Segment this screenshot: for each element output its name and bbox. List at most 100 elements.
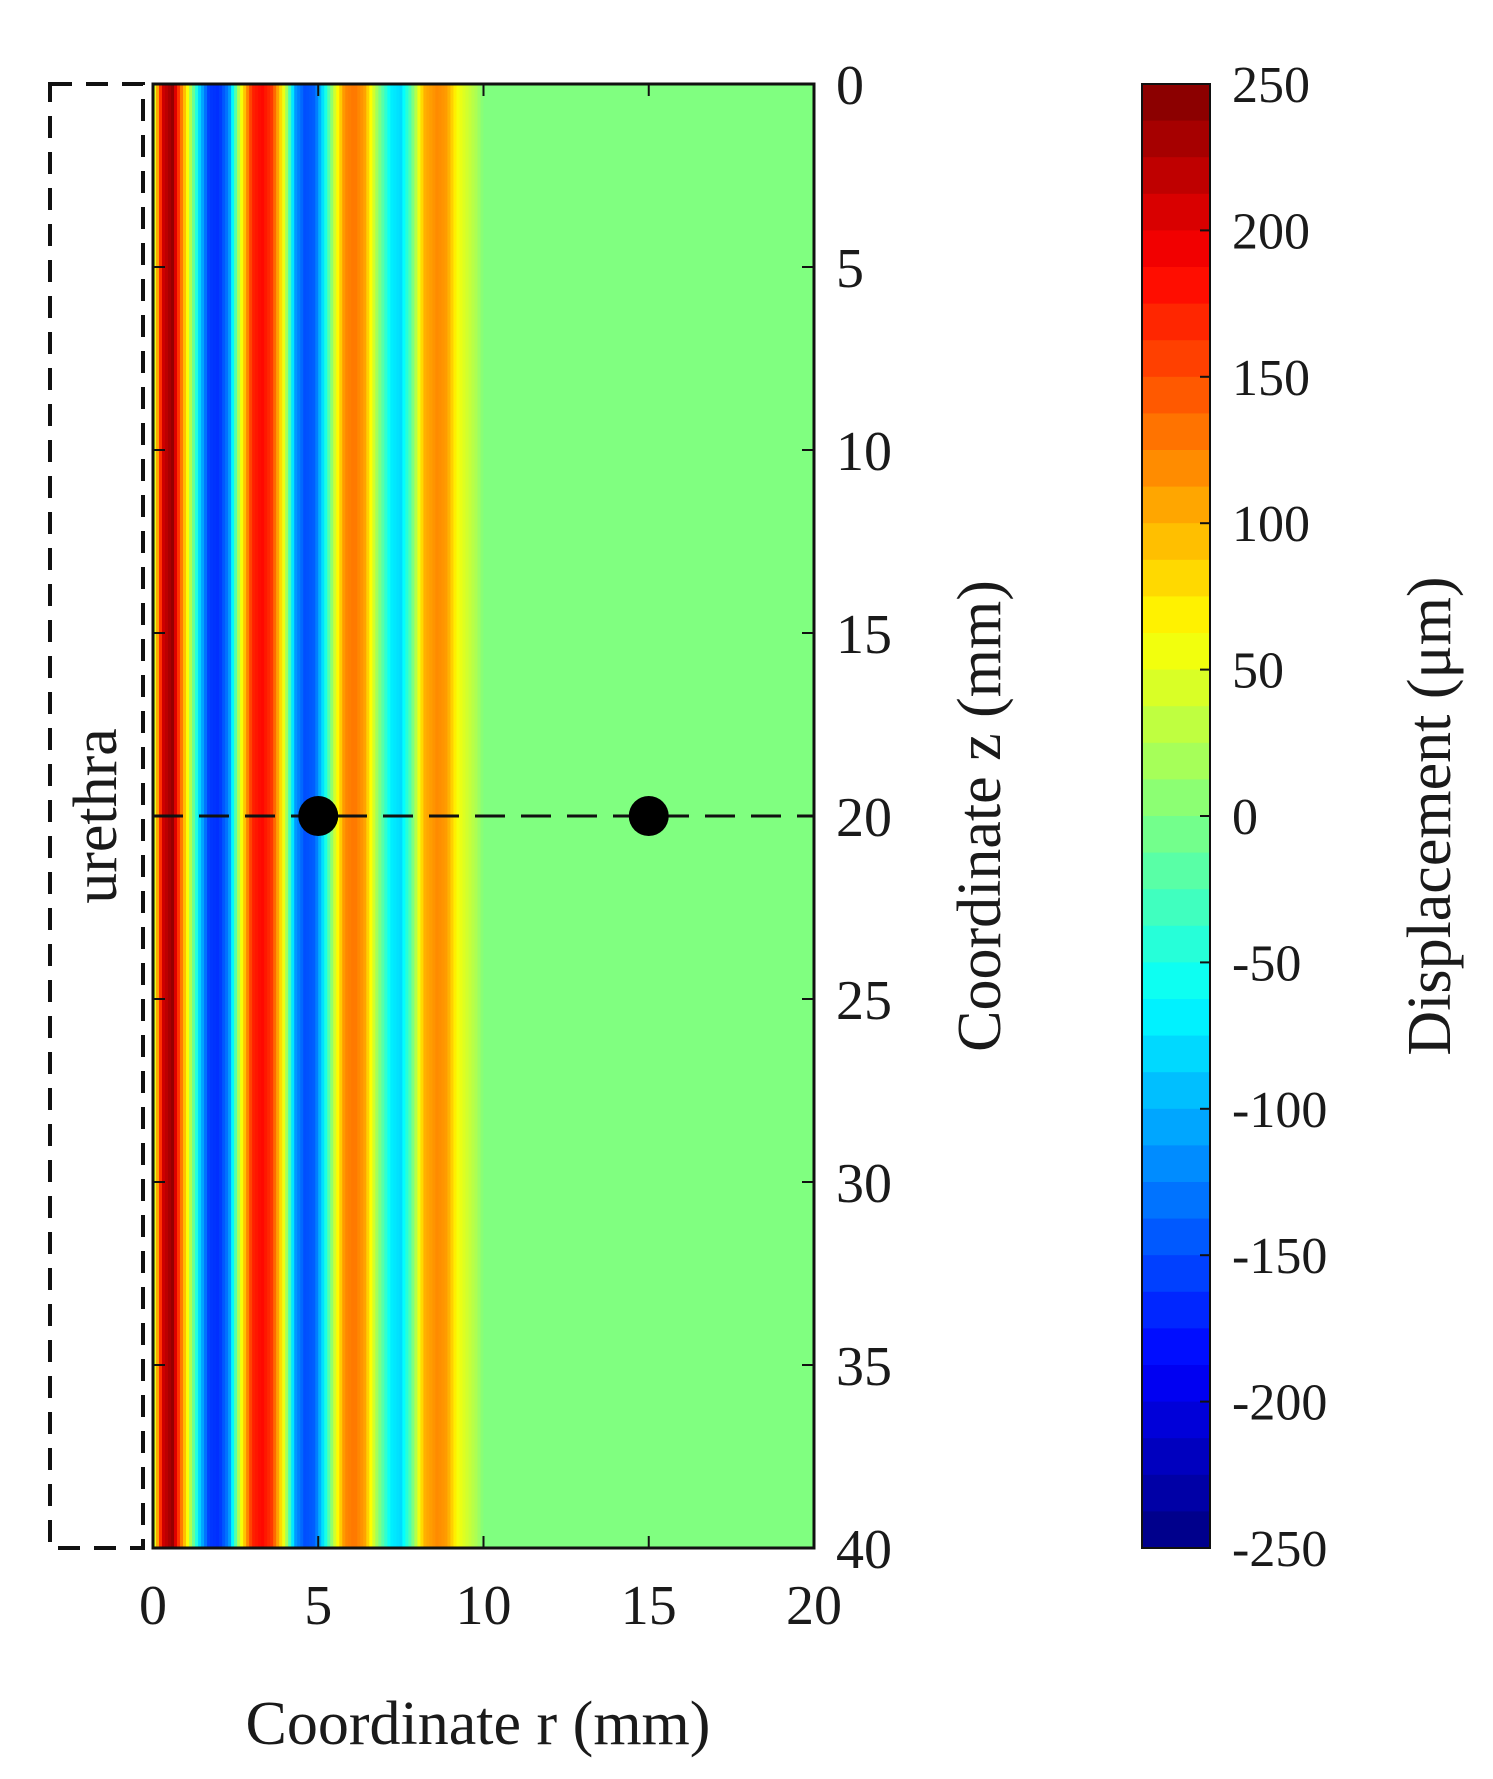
heatmap-strip	[366, 84, 371, 1548]
colorbar-segment	[1142, 1218, 1210, 1256]
colorbar-tick-label: 0	[1232, 789, 1258, 846]
colorbar-segment	[1142, 84, 1210, 122]
heatmap-strip	[738, 84, 743, 1548]
heatmap-strip	[609, 84, 614, 1548]
heatmap-strip	[747, 84, 752, 1548]
heatmap-strip	[282, 84, 286, 1548]
x-tick-label: 20	[786, 1575, 842, 1637]
colorbar-segment	[1142, 376, 1210, 415]
heatmap-strip	[597, 84, 602, 1548]
y-tick-label: 20	[836, 787, 892, 849]
colorbar-segment	[1142, 816, 1210, 854]
colorbar-segment	[1142, 1511, 1210, 1549]
y-axis: 0 5 10 15 20 25 30 35 40	[153, 55, 892, 1581]
heatmap-strip	[606, 84, 611, 1548]
x-tick-label: 0	[139, 1575, 167, 1637]
colorbar-tick-label: 250	[1232, 57, 1310, 114]
x-tick-label: 5	[304, 1575, 332, 1637]
colorbar-segment	[1142, 1108, 1210, 1147]
colorbar-segment	[1142, 486, 1210, 524]
colorbar-segment	[1142, 1072, 1210, 1110]
colorbar-segment	[1142, 633, 1210, 671]
colorbar-segment	[1142, 779, 1210, 817]
heatmap-strip	[471, 84, 476, 1548]
heatmap-strip	[696, 84, 701, 1548]
heatmap-strip	[279, 84, 283, 1548]
colorbar-segment	[1142, 1255, 1210, 1293]
heatmap-strip	[783, 84, 788, 1548]
heatmap-strip	[789, 84, 794, 1548]
heatmap-strip	[741, 84, 746, 1548]
colorbar-tick-label: 200	[1232, 203, 1310, 260]
marker-point	[628, 796, 669, 836]
colorbar-segment	[1142, 962, 1210, 1000]
colorbar-segment	[1142, 450, 1210, 488]
colorbar-segment	[1142, 340, 1210, 378]
heatmap-strip	[786, 84, 791, 1548]
colorbar-segment	[1142, 559, 1210, 598]
heatmap-strip	[780, 84, 785, 1548]
heatmap-strip	[417, 84, 422, 1548]
colorbar-tick-label: -250	[1232, 1521, 1327, 1578]
colorbar-segment	[1142, 742, 1210, 781]
colorbar-tick-label: -100	[1232, 1082, 1327, 1139]
heatmap-strip	[690, 84, 695, 1548]
heatmap-strip	[231, 84, 235, 1548]
heatmap-strip	[411, 84, 416, 1548]
heatmap-strip	[702, 84, 707, 1548]
colorbar-segment	[1142, 999, 1210, 1037]
colorbar-segment	[1142, 157, 1210, 195]
x-tick-label: 10	[456, 1575, 512, 1637]
heatmap-strip	[561, 84, 566, 1548]
heatmap-strip	[564, 84, 569, 1548]
heatmap-strip	[372, 84, 377, 1548]
heatmap-strip	[228, 84, 232, 1548]
heatmap-strip	[426, 84, 431, 1548]
colorbar-title: Displacement (μm)	[1396, 576, 1464, 1055]
colorbar-segment	[1142, 523, 1210, 561]
heatmap-strip	[504, 84, 509, 1548]
heatmap-strip	[792, 84, 797, 1548]
colorbar-tick-label: 150	[1232, 350, 1310, 407]
colorbar	[1142, 84, 1210, 1549]
heatmap-strip	[378, 84, 383, 1548]
colorbar-segment	[1142, 1328, 1210, 1366]
colorbar-segment	[1142, 596, 1210, 634]
heatmap-strip	[468, 84, 473, 1548]
colorbar-tick-label: -200	[1232, 1375, 1327, 1432]
colorbar-segment	[1142, 1438, 1210, 1476]
heatmap-strip	[186, 84, 190, 1548]
heatmap-strip	[693, 84, 698, 1548]
colorbar-segment	[1142, 1145, 1210, 1183]
heatmap-strip	[516, 84, 521, 1548]
heatmap-strip	[183, 84, 187, 1548]
colorbar-segment	[1142, 1035, 1210, 1073]
x-tick-label: 15	[621, 1575, 677, 1637]
y-tick-label: 25	[836, 970, 892, 1032]
y-tick-label: 15	[836, 604, 892, 666]
colorbar-segment	[1142, 413, 1210, 451]
x-axis: 0 5 10 15 20	[139, 84, 842, 1637]
heatmap-strip	[237, 84, 241, 1548]
urethra-region-box	[48, 82, 145, 1550]
urethra-label: urethra	[62, 728, 130, 904]
heatmap-strip	[549, 84, 554, 1548]
heatmap-strip	[558, 84, 563, 1548]
heatmap-strip	[276, 84, 280, 1548]
heatmap-strip	[420, 84, 425, 1548]
heatmap-strip	[288, 84, 293, 1548]
heatmap-strip	[462, 84, 467, 1548]
heatmap-strip	[459, 84, 464, 1548]
heatmap-strip	[375, 84, 380, 1548]
heatmap-strip	[735, 84, 740, 1548]
heatmap-strip	[699, 84, 704, 1548]
y-tick-label: 10	[836, 421, 892, 483]
y-tick-label: 35	[836, 1336, 892, 1398]
heatmap-strip	[192, 84, 196, 1548]
heatmap-strip	[369, 84, 374, 1548]
heatmap-strip	[600, 84, 605, 1548]
heatmap-strip	[744, 84, 749, 1548]
x-axis-title: Coordinate r (mm)	[246, 1690, 711, 1758]
y-axis-title: Coordinate z (mm)	[946, 580, 1014, 1052]
